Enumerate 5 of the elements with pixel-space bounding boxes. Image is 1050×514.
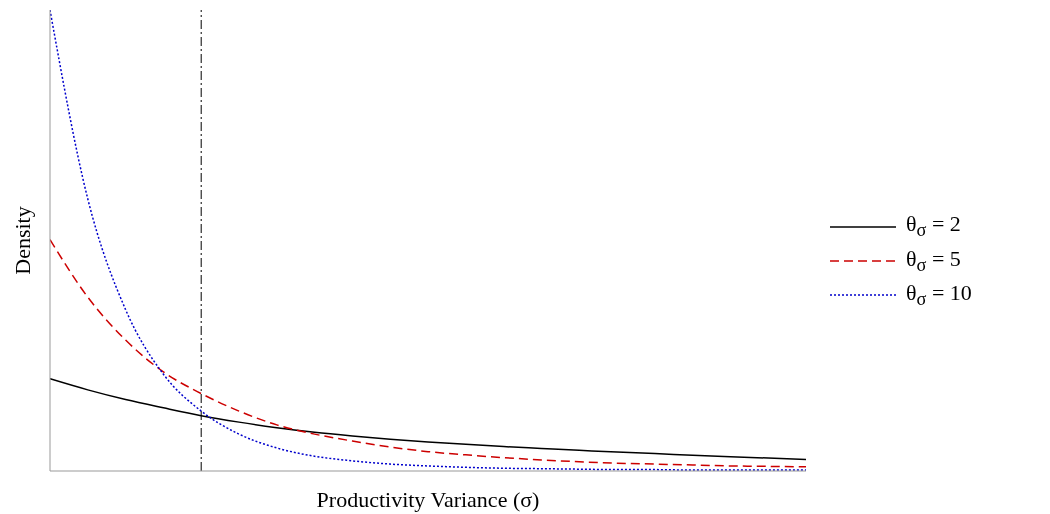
legend-label: θ$_{σ}$ = 5 <box>906 245 961 277</box>
x-axis-title: Productivity Variance (σ) <box>316 487 540 512</box>
legend-label: θ$_{σ}$ = 2 <box>906 211 961 242</box>
legend-label: θ$_{σ}$ = 10 <box>906 280 972 311</box>
y-axis-title: Density <box>9 206 35 275</box>
